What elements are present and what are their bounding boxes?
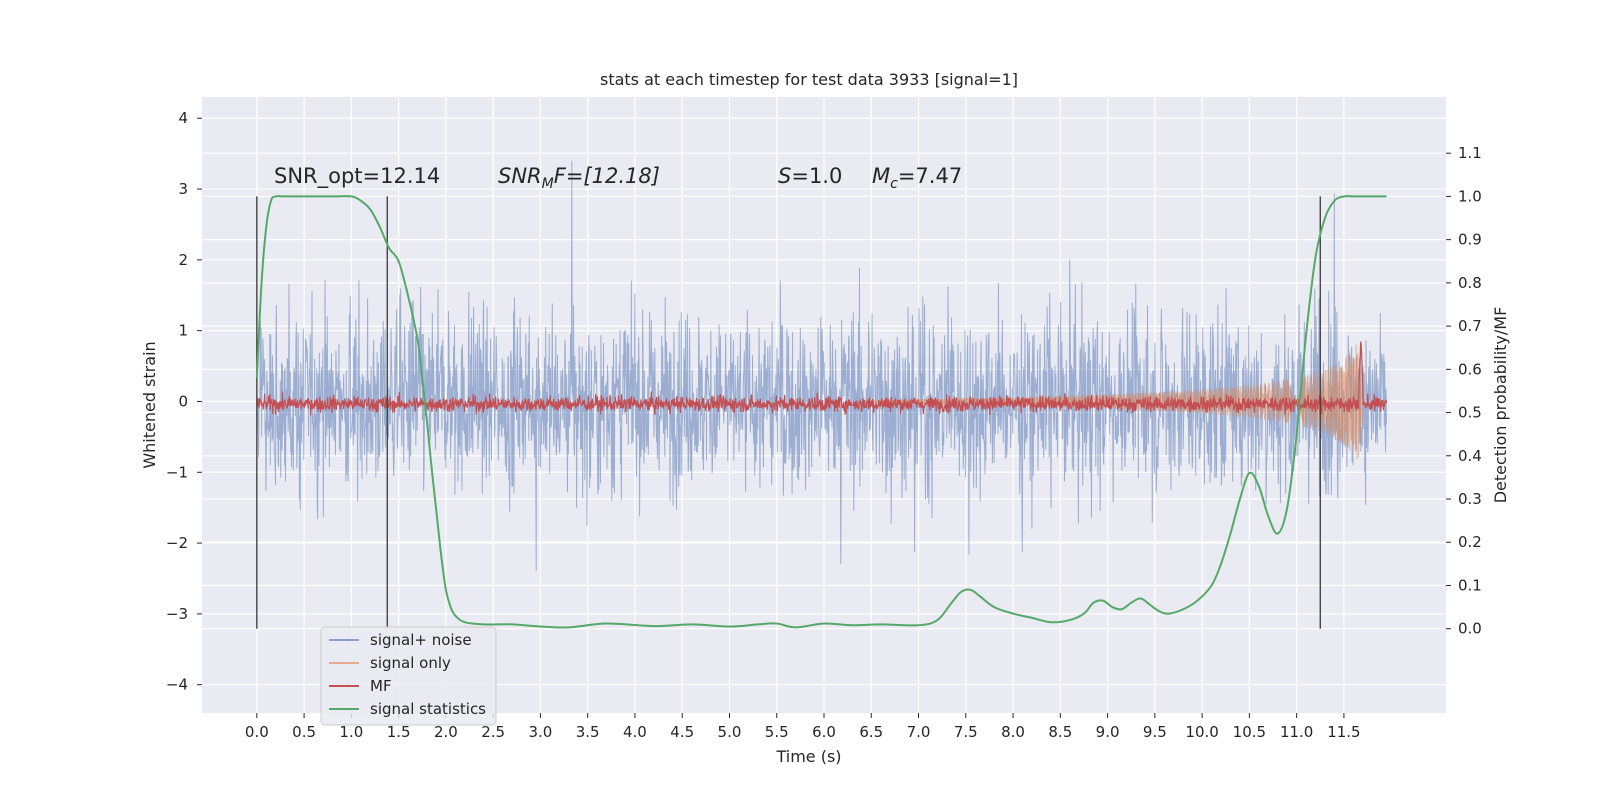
y-tick-label: −2 (166, 534, 188, 552)
annotations: SNR_opt=12.14 SNRMF=[12.18] S=1.0 Mc=7.4… (274, 164, 962, 192)
y-right-tick-label: 0.6 (1458, 360, 1482, 378)
x-axis-label: Time (s) (775, 747, 841, 766)
annotation-snr-mf-symbol: SNR (498, 164, 542, 188)
x-tick-label: 7.5 (954, 723, 978, 741)
y-tick-label: −3 (166, 605, 188, 623)
y-right-tick-label: 0.9 (1458, 231, 1482, 249)
legend-box (320, 626, 497, 726)
x-tick-label: 9.5 (1143, 723, 1167, 741)
y-tick-label: 3 (178, 180, 188, 198)
x-tick-label: 8.0 (1001, 723, 1025, 741)
annotation-snr-opt: SNR_opt=12.14 (274, 164, 440, 189)
annotation-s: S=1.0 (778, 164, 842, 188)
x-tick-label: 6.0 (812, 723, 836, 741)
x-tick-label: 7.0 (907, 723, 931, 741)
x-axis-ticks: 0.0 0.5 1.0 1.5 2.0 2.5 3.0 3.5 4.0 4.5 5.0 5.5 6.0 6… (245, 713, 1361, 741)
y-right-tick-label: 1.1 (1458, 144, 1482, 162)
y-axis-right-ticks: 0.0 0.1 0.2 0.3 0.4 0.5 0.6 0.7 0.8 0.9 1.0 1.1 (1446, 144, 1482, 638)
y-right-tick-label: 0.2 (1458, 533, 1482, 551)
legend: signal+ noise signal only MF signal statist… (320, 626, 497, 726)
series-signal-noise (256, 160, 1387, 571)
y-right-tick-label: 0.3 (1458, 490, 1482, 508)
x-tick-label: 8.5 (1048, 723, 1072, 741)
annotation-s-value: =1.0 (791, 164, 842, 188)
legend-label: signal only (370, 654, 451, 672)
x-tick-label: 0.0 (245, 723, 269, 741)
x-tick-label: 11.5 (1327, 723, 1360, 741)
plot-series-group (255, 160, 1388, 629)
annotation-mc-symbol: M (872, 164, 890, 188)
annotation-snr-mf: SNRMF=[12.18] (498, 164, 660, 192)
x-tick-label: 10.0 (1185, 723, 1218, 741)
y-tick-label: 4 (178, 109, 188, 127)
series-signal-statistics (255, 195, 1387, 629)
y-axis-right-label: Detection probability/MF (1491, 307, 1510, 504)
x-tick-label: 9.0 (1096, 723, 1120, 741)
y-right-tick-label: 0.8 (1458, 274, 1482, 292)
y-axis-label: Whitened strain (140, 341, 159, 468)
annotation-mc: Mc=7.47 (872, 164, 962, 192)
plot-data-layer (255, 160, 1388, 629)
x-tick-label: 11.0 (1280, 723, 1313, 741)
y-tick-label: 2 (178, 251, 188, 269)
series-mf (256, 341, 1388, 416)
x-tick-label: 5.5 (765, 723, 789, 741)
annotation-mc-value: =7.47 (898, 164, 962, 188)
y-tick-label: 0 (178, 392, 188, 410)
x-tick-label: 4.0 (623, 723, 647, 741)
x-tick-label: 1.0 (339, 723, 363, 741)
y-right-tick-label: 1.0 (1458, 187, 1482, 205)
annotation-s-symbol: S (778, 164, 791, 188)
x-tick-label: 3.5 (576, 723, 600, 741)
y-right-tick-label: 0.5 (1458, 404, 1482, 422)
legend-label: signal+ noise (370, 631, 472, 649)
y-tick-label: 1 (178, 322, 188, 340)
y-right-tick-label: 0.1 (1458, 576, 1482, 594)
x-tick-label: 6.5 (859, 723, 883, 741)
x-tick-label: 4.5 (670, 723, 694, 741)
y-axis-ticks: 4 3 2 1 0 −1 −2 −3 −4 (166, 109, 202, 694)
y-right-tick-label: 0.0 (1458, 620, 1482, 638)
legend-label: MF (370, 677, 392, 695)
x-tick-label: 0.5 (292, 723, 316, 741)
annotation-mc-sub: c (890, 176, 898, 192)
x-tick-label: 2.5 (481, 723, 505, 741)
x-tick-label: 2.0 (434, 723, 458, 741)
annotation-snr-mf-sub: M (542, 176, 554, 192)
grid (202, 97, 1446, 713)
y-tick-label: −1 (166, 463, 188, 481)
x-tick-label: 5.0 (718, 723, 742, 741)
y-right-tick-label: 0.7 (1458, 317, 1482, 335)
y-right-tick-label: 0.4 (1458, 447, 1482, 465)
x-tick-label: 10.5 (1233, 723, 1266, 741)
annotation-snr-mf-tail: F=[12.18] (554, 164, 660, 188)
y-tick-label: −4 (166, 676, 188, 694)
legend-label: signal statistics (370, 700, 486, 718)
x-tick-label: 3.0 (528, 723, 552, 741)
chart-title: stats at each timestep for test data 393… (600, 70, 1018, 89)
x-tick-label: 1.5 (387, 723, 411, 741)
